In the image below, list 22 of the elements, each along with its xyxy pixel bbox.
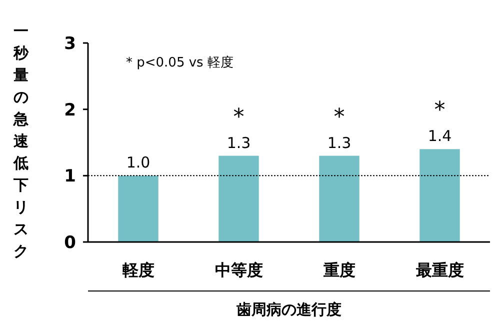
y-tick-label: 0: [64, 232, 76, 253]
bar: [420, 149, 460, 242]
annotation: *: [233, 104, 244, 130]
data-label: 1.3: [226, 134, 251, 152]
x-tick-label: 軽度: [121, 260, 154, 280]
y-tick-label: 2: [64, 100, 76, 120]
bar: [218, 156, 259, 242]
data-label: 1.4: [428, 127, 452, 146]
x-tick-label: 中等度: [214, 260, 263, 280]
y-tick-label: 3: [64, 34, 76, 54]
text: 一秒量の急速低下リスク: [14, 22, 28, 260]
y-tick-label: 1: [64, 166, 76, 187]
data-label: 1.3: [327, 134, 352, 152]
bar: [319, 156, 360, 242]
bar: [118, 176, 158, 242]
x-tick-label: 重度: [322, 260, 356, 280]
x-tick-label: 最重度: [414, 260, 464, 280]
annotation: * p<0.05 vs 軽度: [126, 54, 234, 71]
annotation: *: [434, 98, 446, 124]
x-axis-title: 歯周病の進行度: [236, 300, 342, 318]
data-label: 1.0: [126, 154, 150, 172]
annotation: *: [334, 104, 345, 130]
